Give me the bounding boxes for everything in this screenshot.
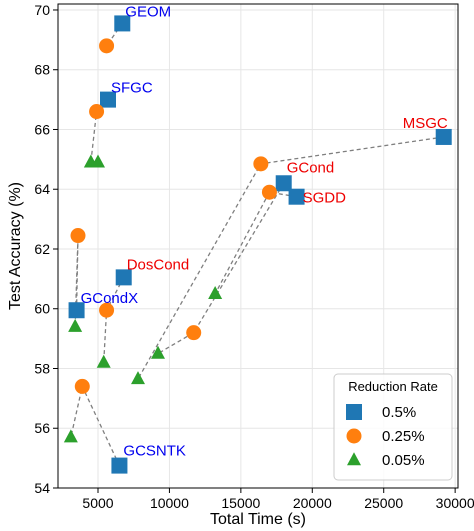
legend-entry-label: 0.05% xyxy=(382,452,425,469)
legend-circle-marker xyxy=(346,428,362,444)
data-markers xyxy=(63,15,452,474)
square-marker xyxy=(114,15,131,32)
plot-frame xyxy=(57,3,459,489)
x-tick-label: 20000 xyxy=(293,495,332,511)
square-marker xyxy=(68,302,85,319)
y-axis-label: Test Accuracy (%) xyxy=(7,182,24,310)
legend-box xyxy=(333,373,453,481)
triangle-marker xyxy=(68,318,83,332)
x-axis-ticks: 5000 10000 15000 20000 25000 30000 xyxy=(82,488,474,511)
legend-triangle-marker xyxy=(347,452,361,466)
y-tick-label: 60 xyxy=(34,301,50,317)
triangle-marker xyxy=(96,354,111,368)
triangle-marker xyxy=(91,154,105,168)
legend-entry-label: 0.25% xyxy=(382,428,425,445)
method-label-doscond: DosCond xyxy=(127,256,190,273)
connector-line-sgdd xyxy=(214,191,297,295)
y-tick-label: 64 xyxy=(34,181,50,197)
legend-title: Reduction Rate xyxy=(348,379,438,394)
triangle-marker xyxy=(151,345,165,359)
y-tick-label: 54 xyxy=(34,480,50,496)
circle-marker xyxy=(99,302,115,318)
square-marker xyxy=(435,128,452,145)
triangle-marker xyxy=(131,371,145,385)
x-axis-label: Total Time (s) xyxy=(210,511,306,528)
connector-line-gcond xyxy=(157,182,285,355)
method-label-sfgc: SFGC xyxy=(111,80,153,97)
circle-marker xyxy=(261,184,277,200)
square-marker xyxy=(111,457,128,474)
y-tick-label: 58 xyxy=(34,360,50,376)
x-tick-label: 10000 xyxy=(150,495,189,511)
square-marker xyxy=(100,91,116,108)
legend-square-marker xyxy=(346,404,362,420)
legend-entry-label: 0.5% xyxy=(382,404,416,421)
square-marker xyxy=(288,188,305,205)
triangle-marker xyxy=(208,286,223,300)
x-tick-label: 5000 xyxy=(82,495,113,511)
method-label-sgdd: SGDD xyxy=(303,190,347,207)
y-tick-label: 68 xyxy=(34,62,50,78)
method-labels: GEOM SFGC MSGC GCond SGDD DosCond GCondX GCSNTK xyxy=(81,3,448,459)
square-marker xyxy=(275,175,292,192)
method-label-geom: GEOM xyxy=(125,3,171,20)
circle-marker xyxy=(99,38,115,54)
y-tick-label: 62 xyxy=(34,241,50,257)
method-label-gcsntk: GCSNTK xyxy=(123,443,186,460)
method-label-gcondx: GCondX xyxy=(81,290,139,307)
method-label-gcond: GCond xyxy=(287,159,335,176)
circle-marker xyxy=(186,325,202,341)
y-tick-label: 70 xyxy=(34,2,50,18)
y-tick-label: 56 xyxy=(34,420,50,436)
legend: Reduction Rate 0.5% 0.25% 0.05% xyxy=(333,373,453,481)
method-label-msgc: MSGC xyxy=(403,115,448,132)
y-axis-ticks: 54 56 58 60 62 64 66 68 70 xyxy=(34,2,58,496)
square-marker xyxy=(115,269,132,286)
circle-marker xyxy=(89,104,105,120)
circle-marker xyxy=(70,228,86,244)
triangle-marker xyxy=(63,429,78,443)
y-tick-label: 66 xyxy=(34,121,50,137)
x-tick-label: 15000 xyxy=(221,495,260,511)
connector-line-gcondx xyxy=(74,235,79,327)
grid-lines xyxy=(58,4,458,489)
circle-marker xyxy=(74,378,90,394)
x-tick-label: 25000 xyxy=(364,495,403,511)
circle-marker xyxy=(253,156,269,172)
x-tick-label: 30000 xyxy=(436,495,474,511)
